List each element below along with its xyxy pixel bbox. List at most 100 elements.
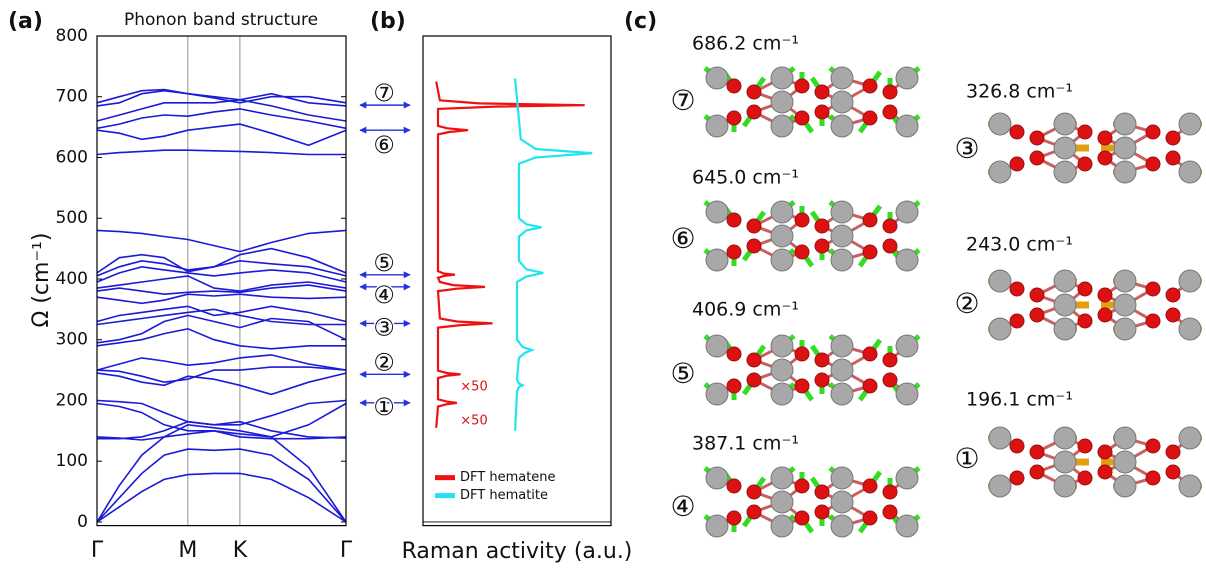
band-line — [97, 449, 346, 522]
mode-frequency: 645.0 cm⁻¹ — [692, 167, 799, 189]
figure: (a) (b) (c) Phonon band structure Ω (cm⁻… — [0, 0, 1206, 572]
panel-label: (a) — [8, 9, 43, 34]
o-atom — [863, 213, 877, 227]
fe-atom — [896, 115, 918, 137]
o-atom — [1078, 282, 1092, 296]
o-atom — [883, 353, 897, 367]
o-atom — [1010, 471, 1024, 485]
fe-atom — [771, 359, 793, 381]
o-atom — [863, 111, 877, 125]
x-tick-label: K — [233, 538, 248, 563]
o-atom — [1010, 282, 1024, 296]
o-atom — [795, 347, 809, 361]
mode-number: ② — [373, 348, 395, 376]
fe-atom — [1054, 161, 1076, 183]
o-atom — [883, 239, 897, 253]
fe-atom — [1054, 113, 1076, 135]
o-atom — [1010, 157, 1024, 171]
fe-atom — [706, 467, 728, 489]
o-atom — [1146, 471, 1160, 485]
o-atom — [1078, 471, 1092, 485]
o-atom — [795, 111, 809, 125]
y-tick-label: 600 — [56, 147, 88, 167]
mode-number: ⑥ — [670, 222, 695, 255]
o-atom — [1030, 445, 1044, 459]
fe-atom — [771, 515, 793, 537]
o-atom — [747, 505, 761, 519]
o-atom — [1098, 465, 1112, 479]
y-axis-label: Ω (cm⁻¹) — [29, 233, 54, 328]
o-atom — [1078, 314, 1092, 328]
o-atom — [727, 379, 741, 393]
o-atom — [1146, 125, 1160, 139]
o-atom — [1146, 314, 1160, 328]
fe-atom — [706, 383, 728, 405]
o-atom — [1098, 445, 1112, 459]
mode-frequency: 406.9 cm⁻¹ — [692, 299, 799, 321]
o-atom — [1078, 439, 1092, 453]
fe-atom — [706, 515, 728, 537]
fe-atom — [706, 115, 728, 137]
structure — [988, 427, 1202, 497]
structure — [705, 67, 919, 137]
fe-atom — [771, 67, 793, 89]
fe-atom — [1114, 427, 1136, 449]
annotation: ×50 — [460, 414, 487, 429]
fe-atom — [896, 201, 918, 223]
o-atom — [1146, 439, 1160, 453]
fe-atom — [831, 335, 853, 357]
o-atom — [1146, 157, 1160, 171]
o-atom — [747, 219, 761, 233]
structure — [705, 467, 919, 537]
y-tick-label: 200 — [56, 390, 88, 410]
o-atom — [747, 353, 761, 367]
o-atom — [1166, 308, 1180, 322]
o-atom — [815, 373, 829, 387]
fe-atom — [1179, 475, 1201, 497]
band-line — [97, 404, 346, 437]
spectrum-line — [436, 82, 585, 428]
fe-atom — [1054, 451, 1076, 473]
fe-atom — [831, 359, 853, 381]
legend-label: DFT hematite — [460, 488, 548, 503]
fe-atom — [1054, 270, 1076, 292]
o-atom — [1146, 282, 1160, 296]
fe-atom — [989, 270, 1011, 292]
band-line — [97, 329, 346, 349]
y-tick-label: 0 — [77, 512, 88, 532]
fe-atom — [771, 201, 793, 223]
o-atom — [815, 239, 829, 253]
o-atom — [1098, 288, 1112, 302]
fe-atom — [771, 91, 793, 113]
o-atom — [883, 85, 897, 99]
fe-atom — [831, 515, 853, 537]
fe-atom — [1179, 318, 1201, 340]
o-atom — [747, 485, 761, 499]
mode-frequency: 686.2 cm⁻¹ — [692, 33, 799, 55]
fe-atom — [896, 67, 918, 89]
panel-label: (b) — [370, 9, 406, 34]
x-tick-label: M — [178, 538, 197, 563]
fe-atom — [706, 249, 728, 271]
fe-atom — [1114, 113, 1136, 135]
mode-number: ③ — [373, 313, 395, 341]
fe-atom — [1054, 427, 1076, 449]
o-atom — [795, 379, 809, 393]
o-atom — [883, 373, 897, 387]
o-atom — [1030, 308, 1044, 322]
o-atom — [795, 245, 809, 259]
o-atom — [795, 511, 809, 525]
o-atom — [863, 379, 877, 393]
o-atom — [747, 373, 761, 387]
o-atom — [1078, 157, 1092, 171]
o-atom — [863, 79, 877, 93]
band-line — [97, 150, 346, 154]
fe-atom — [831, 467, 853, 489]
mode-number: ⑤ — [373, 249, 395, 277]
o-atom — [727, 511, 741, 525]
band-line — [97, 401, 346, 425]
o-atom — [1166, 131, 1180, 145]
y-tick-label: 700 — [56, 87, 88, 107]
o-atom — [795, 479, 809, 493]
mode-number: ⑤ — [670, 357, 695, 390]
